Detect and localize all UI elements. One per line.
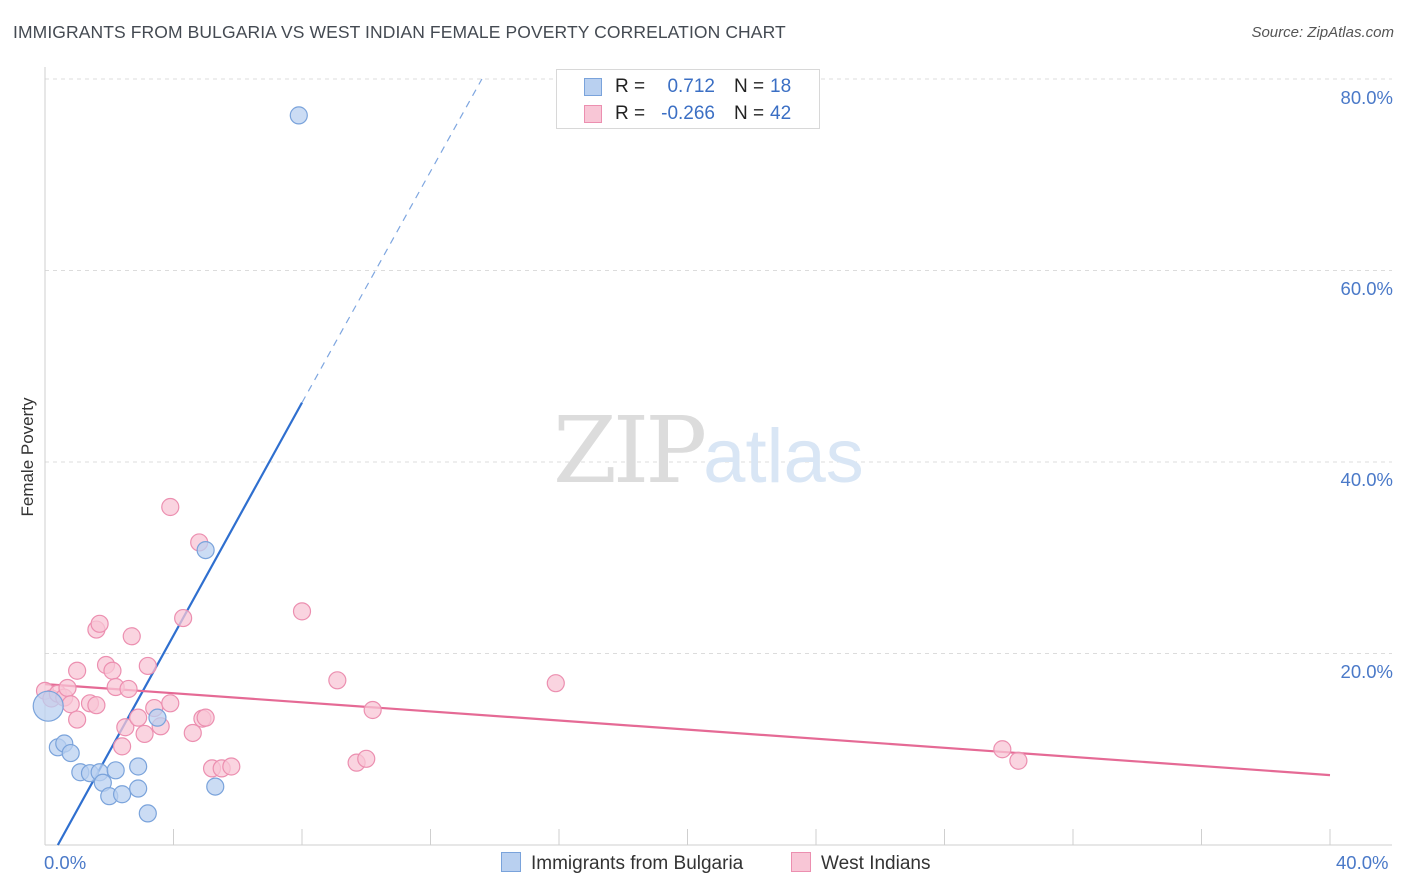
point-west-indians [68, 710, 87, 729]
legend-n-label: N = [734, 76, 765, 97]
bottom-legend-swatch-pink [791, 852, 811, 872]
point-west-indians [546, 674, 565, 693]
point-west-indians [90, 614, 109, 633]
data-points [32, 106, 1028, 823]
point-west-indians [61, 695, 80, 714]
point-west-indians [87, 696, 106, 715]
bottom-legend-label-west-indians: West Indians [821, 853, 931, 874]
legend-row-bulgaria: R = 0.712 N = 18 [557, 75, 819, 99]
point-bulgaria [206, 777, 225, 796]
legend-r-value: -0.266 [661, 103, 715, 124]
legend-swatch-blue [584, 78, 602, 96]
legend-n-value: 42 [770, 103, 792, 124]
point-west-indians [363, 700, 382, 720]
y-tick-label-60: 60.0% [1340, 278, 1393, 299]
point-west-indians [135, 724, 154, 744]
x-tick-label-min: 0.0% [44, 852, 87, 873]
point-west-indians [183, 723, 202, 743]
y-tick-label-80: 80.0% [1340, 87, 1393, 108]
point-west-indians [222, 757, 241, 776]
point-bulgaria [112, 785, 132, 804]
y-tick-label-20: 20.0% [1340, 661, 1393, 682]
y-axis-label: Female Poverty [18, 397, 37, 517]
point-west-indians [129, 708, 148, 727]
correlation-legend: R = 0.712 N = 18 R = -0.266 N = 42 [556, 69, 820, 129]
point-bulgaria [129, 757, 148, 776]
point-west-indians [1009, 751, 1028, 770]
legend-n-label: N = [734, 103, 765, 124]
point-west-indians [119, 679, 138, 699]
point-west-indians [196, 708, 215, 727]
trend-line-west-indians [44, 683, 1331, 777]
point-west-indians [103, 661, 122, 680]
chart-title: IMMIGRANTS FROM BULGARIA VS WEST INDIAN … [13, 22, 786, 42]
grid-lines [45, 78, 1392, 654]
point-west-indians [357, 749, 376, 768]
point-bulgaria [106, 761, 125, 780]
point-west-indians [116, 718, 135, 737]
point-west-indians [122, 627, 141, 646]
point-bulgaria [196, 540, 215, 560]
watermark-zip: ZIP [553, 397, 707, 504]
point-bulgaria [138, 804, 157, 823]
watermark-atlas: atlas [703, 414, 864, 499]
x-tick-label-max: 40.0% [1336, 852, 1389, 873]
legend-r-label: R = [615, 76, 646, 97]
point-west-indians [161, 694, 180, 713]
point-west-indians [328, 671, 347, 690]
watermark: ZIPatlas [553, 405, 864, 497]
point-west-indians [112, 737, 132, 756]
chart-source: Source: ZipAtlas.com [1251, 24, 1394, 41]
bottom-legend-swatch-blue [501, 852, 521, 872]
y-tick-label-40: 40.0% [1340, 469, 1393, 490]
point-west-indians [58, 678, 77, 698]
bottom-legend-bulgaria: Immigrants from Bulgaria [501, 852, 743, 875]
point-bulgaria [129, 779, 148, 798]
point-west-indians [174, 608, 193, 628]
bottom-legend-west-indians: West Indians [791, 852, 930, 875]
legend-n-value: 18 [770, 76, 792, 97]
point-bulgaria [61, 743, 80, 763]
trend-line-bulgaria-extension [301, 78, 483, 403]
point-west-indians [161, 497, 180, 517]
legend-r-label: R = [615, 103, 646, 124]
bottom-legend-label-bulgaria: Immigrants from Bulgaria [531, 853, 744, 874]
point-west-indians [68, 661, 87, 680]
point-bulgaria [32, 690, 64, 722]
point-west-indians [292, 602, 312, 621]
point-bulgaria [148, 708, 167, 727]
point-bulgaria [289, 106, 308, 125]
point-west-indians [138, 656, 157, 676]
legend-r-value: 0.712 [667, 76, 715, 97]
legend-swatch-pink [584, 105, 602, 123]
point-west-indians [993, 740, 1012, 759]
legend-row-west-indians: R = -0.266 N = 42 [557, 102, 819, 126]
